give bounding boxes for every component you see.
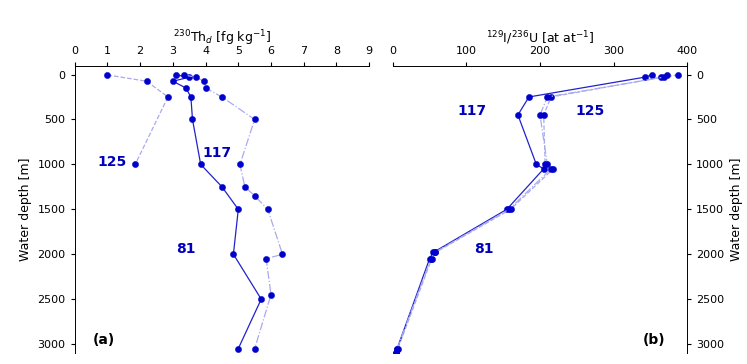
Y-axis label: Water depth [m]: Water depth [m] [19,158,32,261]
X-axis label: $^{230}$Th$_d$ [fg kg$^{-1}$]: $^{230}$Th$_d$ [fg kg$^{-1}$] [173,28,271,48]
Text: 125: 125 [575,104,604,118]
Text: 81: 81 [474,242,493,256]
Text: 81: 81 [176,242,196,256]
Text: 117: 117 [202,146,232,160]
Text: (b): (b) [643,333,666,348]
Text: (a): (a) [93,333,114,348]
Text: 117: 117 [457,104,486,118]
Text: 125: 125 [98,155,127,169]
X-axis label: $^{129}$I/$^{236}$U [at at$^{-1}$]: $^{129}$I/$^{236}$U [at at$^{-1}$] [486,29,594,47]
Y-axis label: Water depth [m]: Water depth [m] [730,158,743,261]
